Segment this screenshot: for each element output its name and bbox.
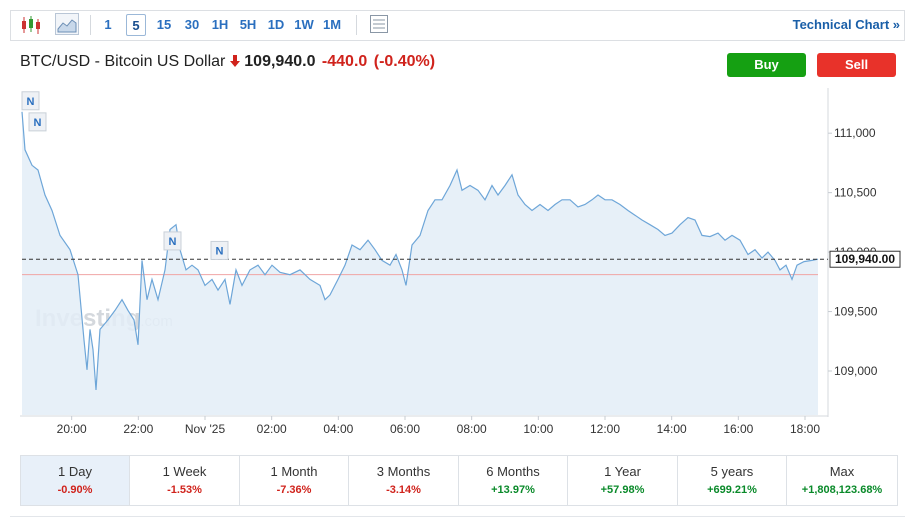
x-tick-label: Nov '25 — [185, 422, 226, 436]
period-tab[interactable]: 1 Day -0.90% — [21, 456, 130, 505]
x-tick-label: 18:00 — [790, 422, 820, 436]
period-tab[interactable]: 1 Year +57.98% — [569, 456, 678, 505]
last-price-label: 109,940.00 — [835, 252, 895, 266]
separator — [90, 15, 91, 35]
separator — [356, 15, 357, 35]
period-change: +13.97% — [491, 484, 535, 496]
area-chart-icon[interactable] — [55, 13, 79, 35]
instrument-header: BTC/USD - Bitcoin US Dollar 109,940.0 -4… — [20, 53, 435, 71]
x-tick-label: 10:00 — [523, 422, 553, 436]
news-marker — [21, 91, 40, 111]
news-marker-label: N — [216, 245, 224, 257]
period-table — [20, 455, 898, 506]
interval-button[interactable]: 1D — [267, 17, 285, 32]
y-tick-label: 111,000 — [834, 126, 876, 140]
divider — [10, 516, 905, 517]
price-change-percent: (-0.40%) — [373, 53, 436, 70]
price-change: -440.0 — [321, 53, 368, 70]
interval-button[interactable]: 1 — [104, 17, 112, 32]
period-change: -1.53% — [167, 484, 202, 496]
period-change: -0.90% — [57, 484, 93, 496]
x-tick-label: 04:00 — [323, 422, 353, 436]
candlestick-icon[interactable] — [20, 14, 42, 36]
x-tick-label: 06:00 — [390, 422, 420, 436]
period-change: +57.98% — [600, 484, 645, 496]
news-marker — [163, 231, 182, 251]
period-label: 5 years — [710, 464, 754, 479]
period-tab[interactable]: 3 Months -3.14% — [350, 456, 459, 505]
period-change: -7.36% — [276, 484, 312, 496]
period-tab[interactable]: 1 Week -1.53% — [131, 456, 240, 505]
x-tick-label: 08:00 — [457, 422, 487, 436]
interval-button[interactable]: 1W — [294, 17, 314, 32]
price-line — [21, 111, 819, 391]
period-tab[interactable]: 6 Months +13.97% — [459, 456, 568, 505]
interval-button[interactable]: 30 — [184, 17, 200, 32]
area-fill — [22, 111, 818, 416]
y-tick-label: 110,500 — [834, 186, 877, 200]
period-tab[interactable]: 1 Month -7.36% — [240, 456, 349, 505]
buy-button[interactable]: Buy — [727, 53, 806, 77]
period-change: +1,808,123.68% — [801, 484, 883, 496]
toolbar — [10, 10, 905, 41]
period-change: -3.14% — [386, 484, 421, 496]
interval-button[interactable]: 15 — [156, 17, 172, 32]
x-tick-label: 22:00 — [123, 422, 153, 436]
news-marker-label: N — [169, 236, 177, 248]
divider — [10, 40, 905, 41]
interval-button[interactable]: 1M — [322, 17, 342, 32]
last-price-tag — [829, 250, 901, 268]
period-change: +699.21% — [707, 484, 757, 496]
instrument-name: BTC/USD - Bitcoin US Dollar — [20, 53, 226, 70]
y-tick-label: 109,000 — [834, 364, 878, 378]
news-marker-label: N — [34, 117, 42, 129]
news-marker-label: N — [27, 96, 35, 108]
period-label: 1 Year — [604, 464, 641, 479]
news-marker — [28, 112, 47, 132]
down-arrow-icon — [229, 55, 240, 67]
period-label: 3 Months — [376, 464, 431, 479]
period-label: 1 Day — [58, 464, 92, 479]
x-tick-label: 12:00 — [590, 422, 620, 436]
x-tick-label: 14:00 — [657, 422, 687, 436]
period-label: 1 Month — [270, 464, 318, 479]
period-label: 6 Months — [486, 464, 540, 479]
period-label: 1 Week — [162, 464, 207, 479]
y-tick-label: 109,500 — [834, 305, 878, 319]
table-icon[interactable] — [369, 14, 389, 34]
x-tick-label: 20:00 — [57, 422, 87, 436]
interval-button[interactable]: 5H — [239, 17, 257, 32]
period-label: Max — [829, 464, 855, 479]
x-tick-label: 02:00 — [257, 422, 287, 436]
x-tick-label: 16:00 — [723, 422, 753, 436]
price: 109,940.0 — [244, 53, 316, 70]
period-tab[interactable]: 5 years +699.21% — [678, 456, 787, 505]
interval-button[interactable]: 5 — [126, 14, 146, 36]
interval-button[interactable]: 1H — [211, 17, 229, 32]
technical-chart-link[interactable]: Technical Chart » — [792, 17, 900, 32]
sell-button[interactable]: Sell — [817, 53, 896, 77]
news-marker — [210, 240, 229, 260]
period-tab[interactable]: Max +1,808,123.68% — [788, 456, 897, 505]
